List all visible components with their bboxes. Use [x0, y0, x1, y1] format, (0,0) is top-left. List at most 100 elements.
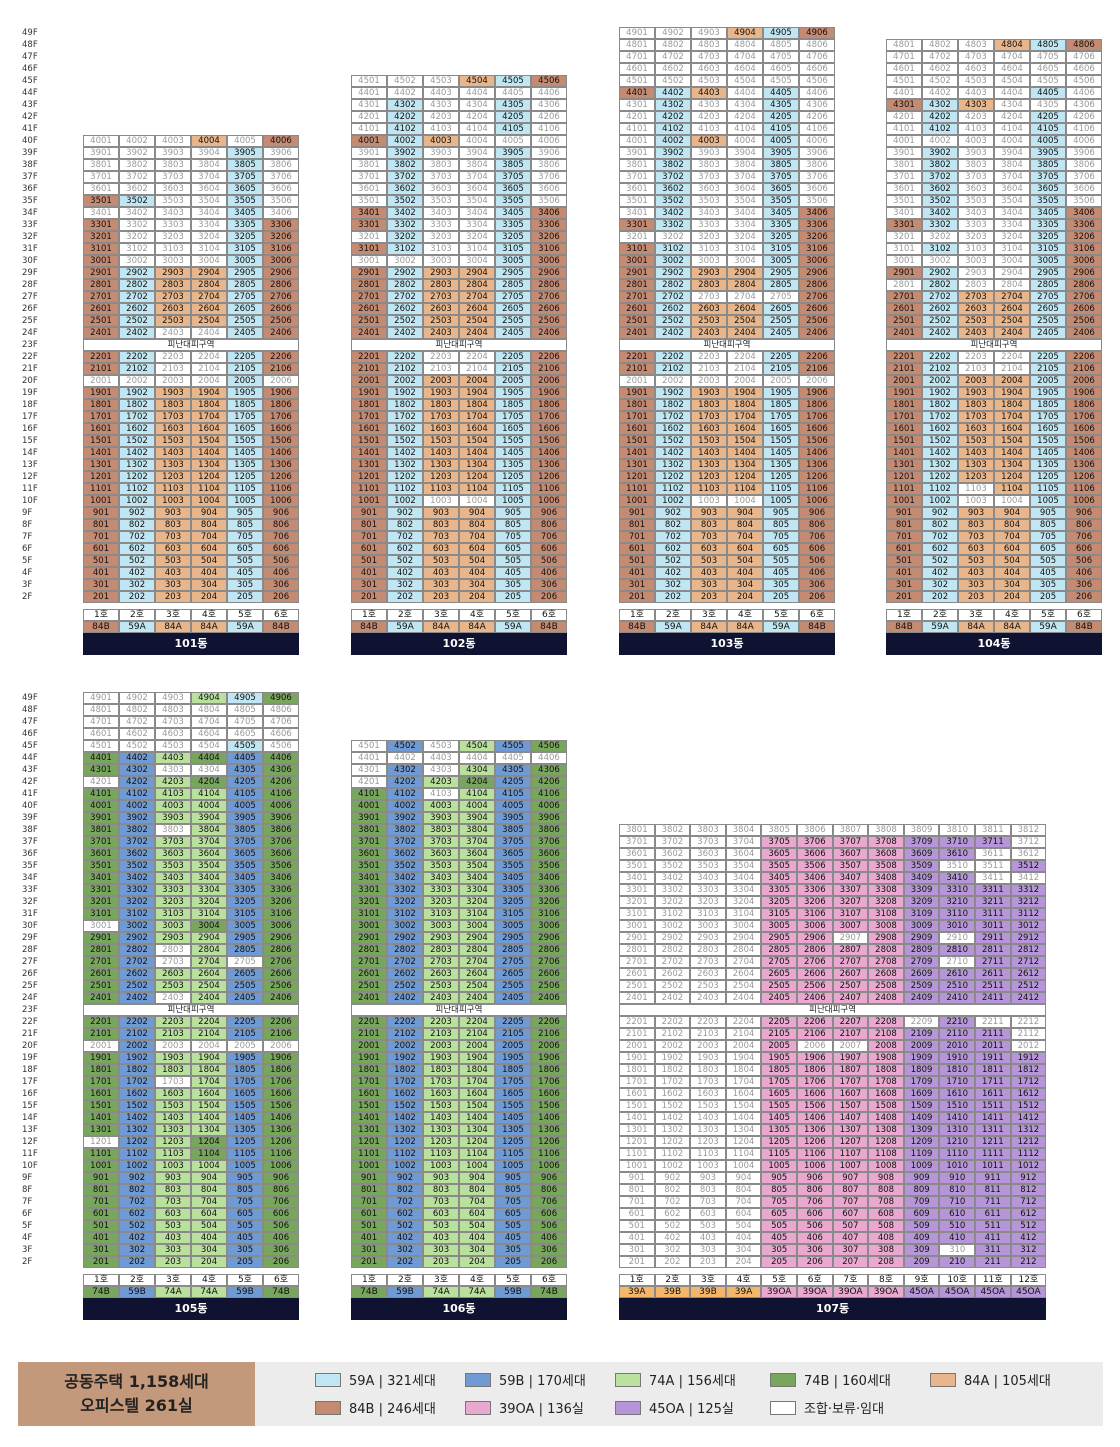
unit-cell: 2906	[797, 932, 833, 944]
unit-cell: 2906	[531, 267, 567, 279]
unit-cell: 305	[1030, 579, 1066, 591]
unit-cell: 2104	[727, 363, 763, 375]
unit-cell: 4801	[619, 39, 655, 51]
unit-cell: 2105	[763, 363, 799, 375]
unit-cell: 205	[761, 1256, 797, 1268]
unit-cell: 1705	[495, 411, 531, 423]
unit-cell: 1309	[903, 1124, 940, 1136]
unit-cell: 3504	[459, 860, 495, 872]
floor-label: 9F	[22, 508, 33, 518]
unit-cell: 711	[975, 1196, 1011, 1208]
unit-cell: 2408	[868, 992, 904, 1004]
building-name: 101동	[83, 633, 299, 655]
unit-cell: 2908	[868, 932, 904, 944]
unit-cell: 1904	[191, 1052, 227, 1064]
unit-cell: 3801	[351, 159, 387, 171]
unit-cell: 2402	[119, 992, 155, 1004]
unit-cell: 3903	[691, 147, 727, 159]
unit-cell: 4404	[459, 752, 495, 764]
unit-cell: 1606	[531, 423, 567, 435]
unit-cell: 1004	[191, 495, 227, 507]
unit-cell: 3807	[832, 824, 869, 836]
unit-cell: 3904	[459, 147, 495, 159]
unit-cell: 203	[155, 1256, 191, 1268]
unit-cell: 1805	[761, 1064, 797, 1076]
unit-cell: 3301	[619, 884, 655, 896]
unit-cell: 1605	[495, 1088, 531, 1100]
unit-number-label: 3호	[690, 1274, 726, 1286]
unit-cell: 906	[799, 507, 835, 519]
unit-cell: 904	[725, 1172, 762, 1184]
unit-cell: 4002	[119, 800, 155, 812]
unit-cell: 3802	[655, 159, 691, 171]
unit-cell: 1405	[227, 1112, 263, 1124]
unit-cell: 2607	[832, 968, 869, 980]
unit-cell: 1103	[155, 483, 191, 495]
unit-cell: 2106	[263, 1028, 299, 1040]
unit-cell: 804	[459, 519, 495, 531]
unit-cell: 3406	[797, 872, 833, 884]
unit-cell: 209	[903, 1256, 940, 1268]
unit-cell: 2604	[191, 968, 227, 980]
unit-cell: 1101	[83, 483, 119, 495]
unit-cell: 2804	[459, 279, 495, 291]
floor-label: 42F	[22, 112, 38, 122]
unit-cell: 4402	[119, 752, 155, 764]
unit-cell: 4002	[387, 135, 423, 147]
unit-cell: 4804	[727, 39, 763, 51]
unit-cell: 1806	[531, 399, 567, 411]
unit-cell: 3802	[119, 159, 155, 171]
unit-cell: 2106	[531, 1028, 567, 1040]
unit-cell: 301	[83, 1244, 119, 1256]
unit-cell: 3706	[1066, 171, 1102, 183]
unit-cell: 3603	[958, 183, 994, 195]
unit-cell: 3505	[1030, 195, 1066, 207]
unit-cell: 2206	[797, 1016, 833, 1028]
unit-cell: 3102	[119, 243, 155, 255]
unit-cell: 1101	[619, 1148, 655, 1160]
unit-cell: 304	[191, 1244, 227, 1256]
unit-cell: 1103	[155, 1148, 191, 1160]
unit-cell: 2403	[155, 327, 191, 339]
unit-cell: 3411	[975, 872, 1011, 884]
unit-cell: 3606	[799, 183, 835, 195]
unit-cell: 3705	[763, 171, 799, 183]
floor-label: 43F	[22, 100, 38, 110]
unit-cell: 506	[799, 555, 835, 567]
unit-cell: 3103	[423, 908, 459, 920]
unit-cell: 3205	[1030, 231, 1066, 243]
unit-cell: 3606	[531, 183, 567, 195]
unit-cell: 504	[725, 1220, 762, 1232]
unit-cell: 306	[263, 1244, 299, 1256]
floor-label: 3F	[22, 1245, 33, 1255]
unit-cell: 1403	[423, 1112, 459, 1124]
unit-cell: 601	[619, 1208, 655, 1220]
unit-cell: 1204	[191, 1136, 227, 1148]
unit-cell: 1101	[83, 1148, 119, 1160]
unit-cell: 1601	[886, 423, 922, 435]
unit-type-label: 74A	[459, 1286, 495, 1298]
floor-label: 28F	[22, 280, 38, 290]
unit-cell: 304	[191, 579, 227, 591]
unit-cell: 1106	[263, 1148, 299, 1160]
unit-cell: 1102	[119, 1148, 155, 1160]
unit-cell: 3802	[922, 159, 958, 171]
unit-cell: 703	[155, 1196, 191, 1208]
unit-cell: 2401	[83, 992, 119, 1004]
unit-cell: 1702	[119, 411, 155, 423]
unit-cell: 1802	[119, 399, 155, 411]
unit-cell: 3704	[191, 836, 227, 848]
unit-cell: 3501	[351, 195, 387, 207]
unit-cell: 1404	[191, 447, 227, 459]
unit-cell: 1612	[1010, 1088, 1047, 1100]
unit-cell: 2005	[495, 1040, 531, 1052]
unit-cell: 1503	[423, 1100, 459, 1112]
unit-cell: 301	[351, 1244, 387, 1256]
unit-number-label: 3호	[691, 609, 727, 621]
unit-cell: 2606	[263, 303, 299, 315]
unit-cell: 905	[227, 1172, 263, 1184]
unit-cell: 1304	[459, 459, 495, 471]
unit-cell: 1603	[423, 423, 459, 435]
unit-cell: 4604	[191, 728, 227, 740]
unit-cell: 3605	[761, 848, 797, 860]
